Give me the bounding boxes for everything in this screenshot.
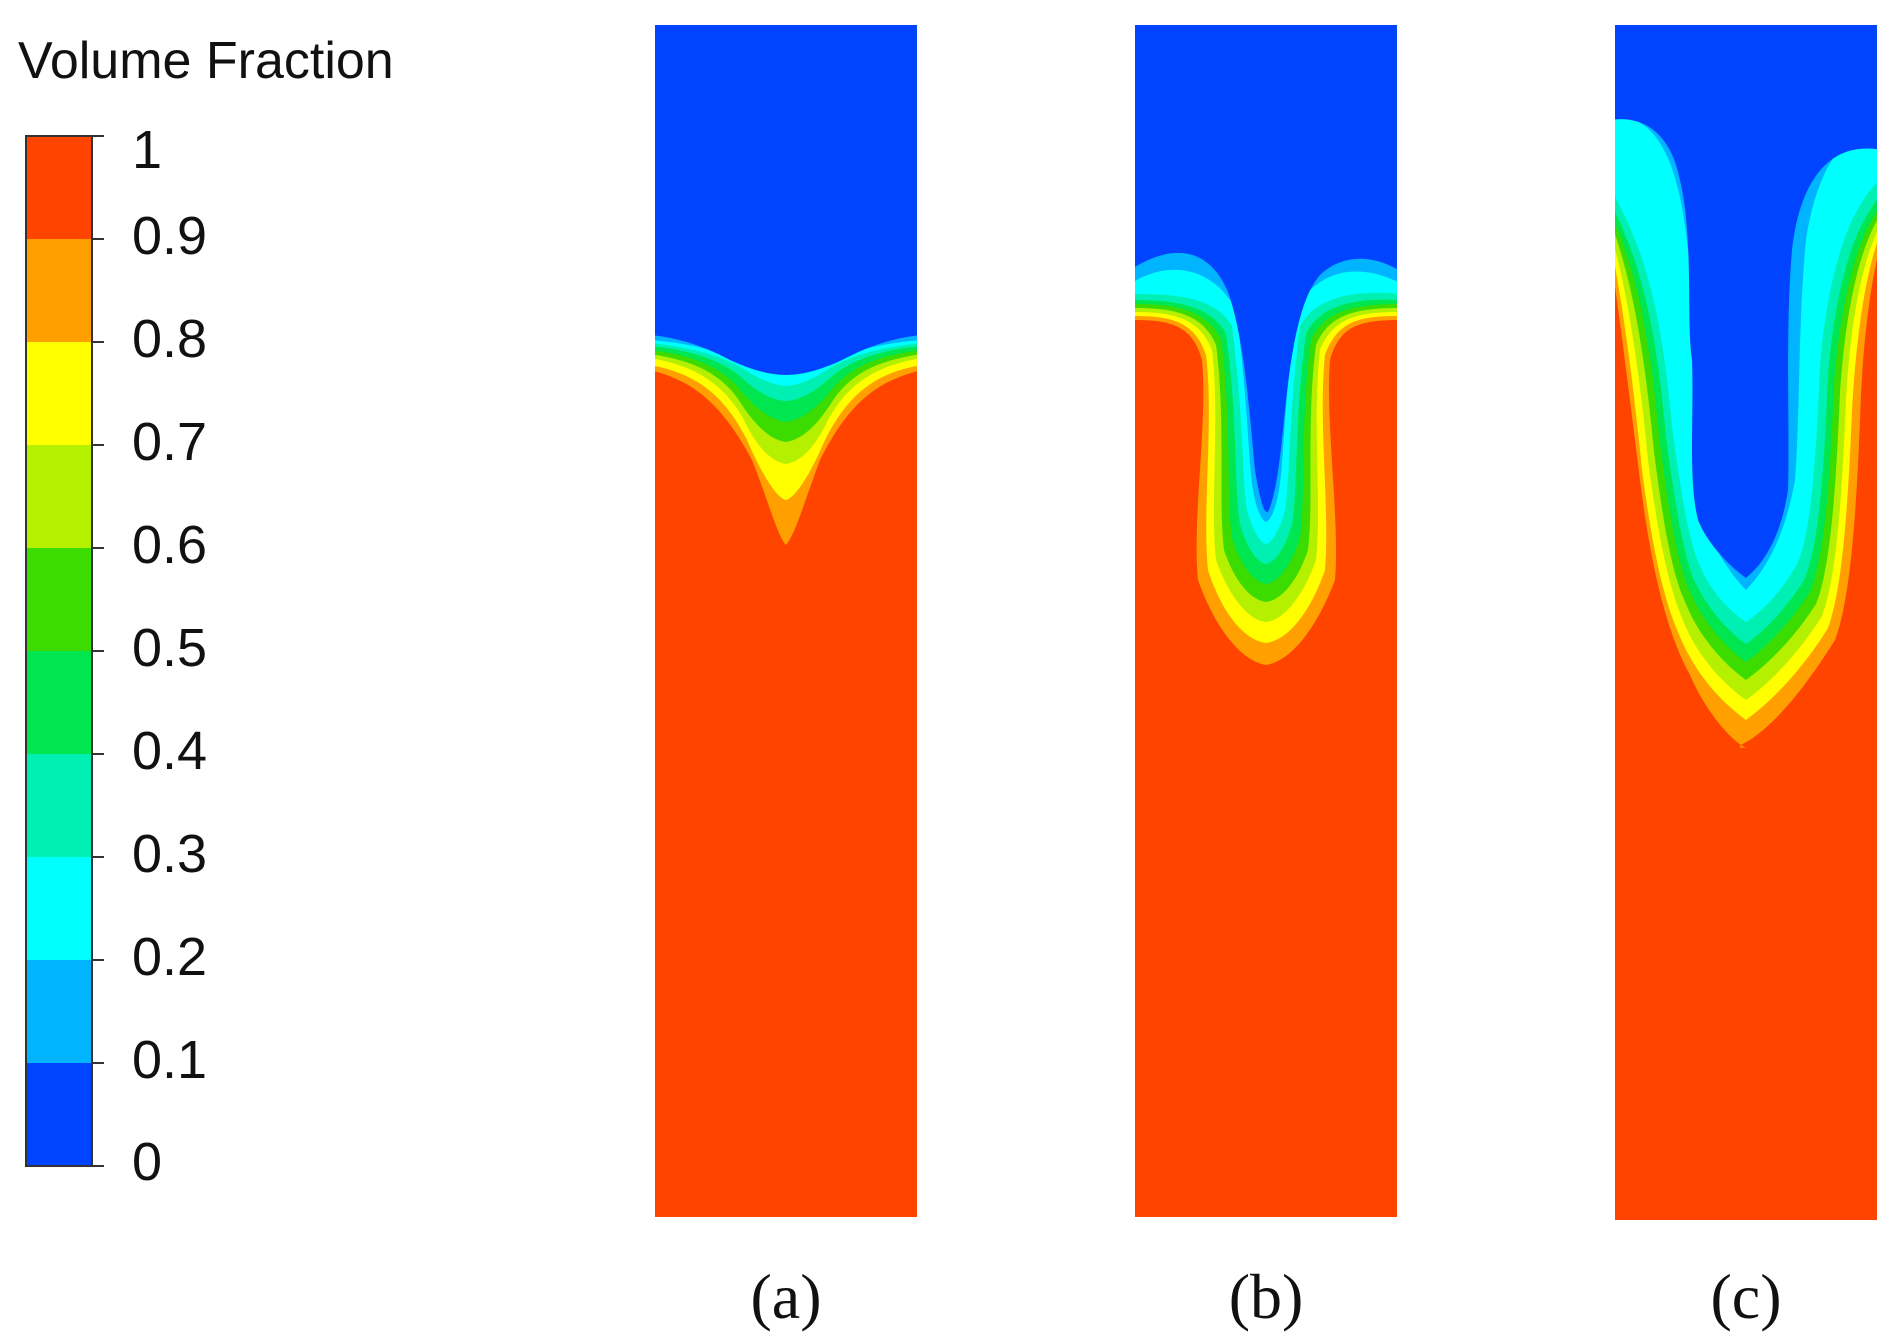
tick-label: 0.7 (132, 412, 207, 472)
tick-label: 0.9 (132, 206, 207, 266)
panel-a-label: (a) (750, 1261, 821, 1332)
colorbar-band-0.9-1 (26, 136, 92, 239)
colorbar-band-0.8-0.9 (26, 239, 92, 342)
colorbar-ticks (92, 135, 104, 1167)
tick-label: 0.5 (132, 618, 207, 678)
tick-label: 0.2 (132, 927, 207, 987)
panel-b-label: (b) (1229, 1261, 1304, 1332)
panel-b: (b) (1135, 25, 1397, 1332)
colorbar-band-0.6-0.7 (26, 445, 92, 548)
tick-label: 0.6 (132, 515, 207, 575)
colorbar-band-0.3-0.4 (26, 754, 92, 857)
panel-c-label: (c) (1710, 1261, 1781, 1332)
legend: Volume Fraction (18, 32, 394, 1192)
tick-label: 1 (132, 120, 162, 180)
colorbar-band-0.1-0.2 (26, 960, 92, 1063)
colorbar-tick-labels: 1 0.9 0.8 0.7 0.6 0.5 0.4 0.3 0.2 0.1 0 (132, 120, 207, 1192)
panel-c: (c) (1615, 25, 1877, 1332)
colorbar-band-0.4-0.5 (26, 651, 92, 754)
colorbar-band-0.2-0.3 (26, 857, 92, 960)
tick-label: 0.1 (132, 1030, 207, 1090)
colorbar-band-0.7-0.8 (26, 342, 92, 445)
panel-b-gas-region (1135, 25, 1397, 513)
tick-label: 0.3 (132, 824, 207, 884)
colorbar-band-0-0.1 (26, 1063, 92, 1166)
legend-title: Volume Fraction (18, 32, 394, 90)
panel-a: (a) (655, 25, 917, 1332)
panel-c-gas-region (1615, 25, 1877, 578)
colorbar (25, 135, 93, 1167)
colorbar-band-0.5-0.6 (26, 548, 92, 651)
panel-a-gas-region (655, 25, 917, 375)
tick-label: 0 (132, 1132, 162, 1192)
tick-label: 0.8 (132, 309, 207, 369)
tick-label: 0.4 (132, 721, 207, 781)
